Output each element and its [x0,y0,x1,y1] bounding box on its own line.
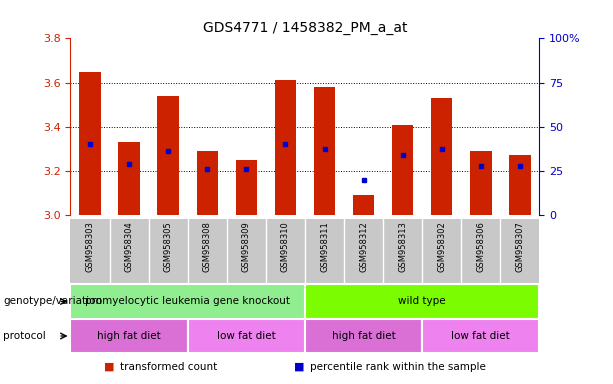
Text: GSM958303: GSM958303 [86,221,94,272]
Bar [353,195,375,215]
Text: GSM958312: GSM958312 [359,221,368,271]
Text: low fat diet: low fat diet [451,331,510,341]
Text: low fat diet: low fat diet [217,331,276,341]
Bar [470,151,492,215]
Bar [431,98,452,215]
Text: transformed count: transformed count [120,362,217,372]
Text: GSM958306: GSM958306 [476,221,485,272]
Text: high fat diet: high fat diet [332,331,395,341]
Text: GSM958307: GSM958307 [516,221,524,272]
Text: wild type: wild type [398,296,446,306]
Bar [275,80,296,215]
Text: GSM958305: GSM958305 [164,221,173,271]
Text: GSM958313: GSM958313 [398,221,407,272]
Text: genotype/variation: genotype/variation [3,296,102,306]
Bar [392,124,413,215]
Bar [197,151,218,215]
Bar [314,87,335,215]
Text: GSM958310: GSM958310 [281,221,290,271]
Bar [158,96,179,215]
Bar [305,284,539,319]
Bar [188,319,305,353]
Text: high fat diet: high fat diet [97,331,161,341]
Text: GSM958308: GSM958308 [203,221,211,272]
Bar [509,156,531,215]
Bar [70,319,188,353]
Text: GSM958304: GSM958304 [124,221,134,271]
Bar [70,284,305,319]
Text: GSM958309: GSM958309 [242,221,251,271]
Text: ■: ■ [294,362,305,372]
Text: promyelocytic leukemia gene knockout: promyelocytic leukemia gene knockout [85,296,290,306]
Bar [235,160,257,215]
Text: GSM958302: GSM958302 [437,221,446,271]
Bar [305,319,422,353]
Text: ■: ■ [104,362,115,372]
Title: GDS4771 / 1458382_PM_a_at: GDS4771 / 1458382_PM_a_at [203,21,407,35]
Bar [118,142,140,215]
Text: protocol: protocol [3,331,46,341]
Text: percentile rank within the sample: percentile rank within the sample [310,362,485,372]
Text: GSM958311: GSM958311 [320,221,329,271]
Bar [79,71,101,215]
Bar [422,319,539,353]
